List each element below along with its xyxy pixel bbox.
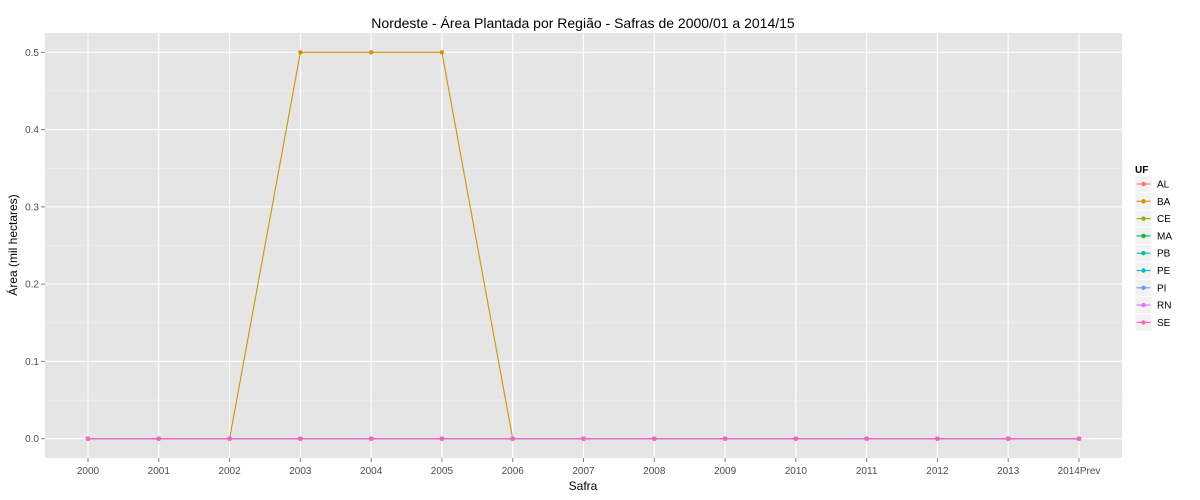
data-point [864,436,869,441]
legend-key-point [1141,320,1146,325]
legend: UF AL BA CE MA PB PE PI RN SE [1134,165,1172,332]
legend-item-rn: RN [1134,296,1171,315]
chart-title: Nordeste - Área Plantada por Região - Sa… [371,15,795,31]
data-point [298,50,303,55]
data-point [581,436,586,441]
y-axis: 0.0 0.1 0.2 0.3 0.4 0.5 [25,48,45,445]
legend-key-point [1141,302,1146,308]
x-tick-label: 2014Prev [1058,466,1101,477]
data-point [1006,436,1011,441]
legend-label: CE [1157,214,1171,225]
data-point [298,436,303,441]
legend-label: PB [1157,249,1171,260]
legend-item-pb: PB [1134,244,1171,263]
x-tick-label: 2002 [218,466,241,477]
data-point [722,436,728,441]
series-se [85,436,1082,441]
legend-item-pi: PI [1134,278,1166,297]
legend-key-point [1141,285,1146,290]
y-tick-label: 0.3 [25,202,39,213]
x-axis: 2000 2001 2002 2003 2004 2005 2006 2007 2008 2009… [77,458,1101,477]
data-point [85,436,91,441]
data-point [1076,436,1082,441]
legend-item-pe: PE [1134,261,1171,280]
x-tick-label: 2001 [148,466,171,477]
x-tick-label: 2012 [926,466,949,477]
legend-label: PE [1157,266,1171,277]
series-layer [85,50,1082,441]
legend-item-al: AL [1134,174,1170,194]
data-point [368,436,374,441]
data-point [793,436,799,441]
y-tick-label: 0.0 [25,434,39,445]
y-tick-label: 0.2 [25,280,39,291]
data-point [368,50,374,55]
data-point [510,436,515,441]
x-tick-label: 2004 [360,466,383,477]
legend-label: AL [1157,180,1170,191]
x-tick-label: 2003 [289,466,312,477]
x-tick-label: 2005 [431,466,454,477]
x-tick-label: 2008 [643,466,666,477]
legend-item-ce: CE [1134,209,1171,228]
legend-key-point [1141,181,1146,187]
y-axis-title: Área (mil hectares) [5,194,20,295]
data-point [439,436,445,441]
legend-key-point [1141,251,1146,256]
legend-title: UF [1135,165,1148,176]
legend-item-se: SE [1134,313,1171,332]
data-point [439,50,445,55]
x-tick-label: 2013 [997,466,1020,477]
y-tick-label: 0.4 [25,125,39,136]
legend-label: MA [1157,231,1172,242]
x-tick-label: 2006 [502,466,525,477]
legend-item-ma: MA [1134,226,1172,245]
grid-lines [45,33,1122,458]
data-point [935,436,940,441]
x-tick-label: 2009 [714,466,737,477]
y-tick-label: 0.5 [25,48,39,59]
legend-label: RN [1157,301,1171,312]
x-axis-title: Safra [569,479,598,493]
legend-key-point [1141,233,1146,239]
x-tick-label: 2011 [856,466,878,477]
legend-key-point [1141,216,1146,221]
data-point [156,436,161,441]
legend-label: PI [1157,283,1166,294]
y-tick-label: 0.1 [25,357,39,368]
legend-key-point [1141,268,1146,273]
data-point [227,436,232,441]
legend-item-ba: BA [1134,192,1171,211]
data-point [652,436,657,441]
x-tick-label: 2000 [77,466,100,477]
x-tick-label: 2007 [572,466,595,477]
legend-label: SE [1157,318,1171,329]
x-tick-label: 2010 [785,466,808,477]
legend-label: BA [1157,197,1171,208]
legend-key-point [1141,199,1146,204]
